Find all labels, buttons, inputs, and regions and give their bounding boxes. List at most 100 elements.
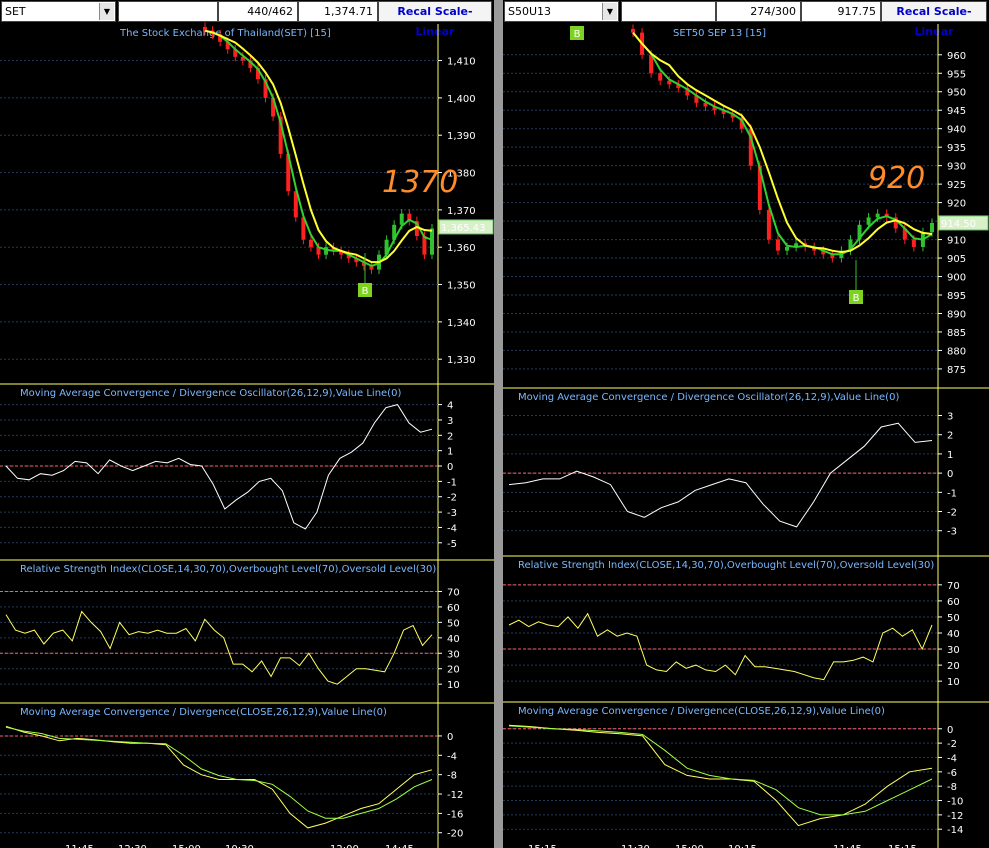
candle-body (361, 262, 366, 266)
candle-body (248, 60, 253, 68)
candle-body (712, 106, 717, 111)
candle-body (384, 239, 389, 255)
panel-title: Relative Strength Index(CLOSE,14,30,70),… (20, 564, 436, 575)
tick-label: 1,370 (447, 206, 476, 217)
right-plot-area: 9609559509459409359309259209159109059008… (503, 24, 989, 848)
tick-label: -12 (947, 811, 963, 822)
tick-label: 60 (447, 603, 460, 614)
tick-label: 875 (947, 365, 966, 376)
candle-body (255, 68, 260, 80)
tick-label: 50 (947, 613, 960, 624)
tick-label: 10 (447, 680, 460, 691)
tick-label: 50 (447, 618, 460, 629)
candle-body (893, 217, 898, 229)
top-b-marker (570, 26, 584, 40)
candle-body (830, 254, 835, 259)
panel-title: Moving Average Convergence / Divergence(… (20, 707, 387, 718)
candle-body (775, 239, 780, 251)
tick-label: 1,340 (447, 318, 476, 329)
tick-label: 930 (947, 162, 966, 173)
tick-label: 900 (947, 273, 966, 284)
candle-body (848, 239, 853, 251)
candle-body (225, 41, 230, 50)
tick-label: -1 (947, 488, 957, 499)
candle-body (293, 191, 298, 218)
chevron-down-icon[interactable]: ▼ (99, 3, 114, 20)
b-marker (358, 283, 372, 297)
price-readout: 917.75 (801, 1, 881, 22)
candle-body (866, 217, 871, 225)
chevron-down-icon[interactable]: ▼ (602, 3, 617, 20)
panel-title: The Stock Exchange of Thailand(SET) [15] (119, 28, 331, 39)
candle-body (812, 246, 817, 251)
tick-label: -10 (947, 797, 963, 808)
candle-body (658, 73, 663, 81)
ma-slow-line (204, 29, 433, 264)
tick-label: -12 (447, 790, 463, 801)
blank-cell (621, 1, 716, 22)
panel-title: SET50 SEP 13 [15] (673, 28, 766, 39)
price-annotation: 1370 (382, 165, 458, 200)
time-label: 15:00 (172, 844, 201, 848)
s50u13-chart: S50U13 ▼ 274/300 917.75 Recal Scale-Line… (503, 0, 989, 848)
tick-label: 20 (447, 665, 460, 676)
right-toolbar: S50U13 ▼ 274/300 917.75 Recal Scale-Line… (503, 0, 989, 38)
candle-body (414, 221, 419, 236)
range-readout: 440/462 (218, 1, 298, 22)
tick-label: 945 (947, 106, 966, 117)
series-line (5, 610, 433, 685)
tick-label: 1,360 (447, 243, 476, 254)
candle-body (766, 210, 771, 240)
symbol-select[interactable]: S50U13 ▼ (504, 1, 619, 22)
tick-label: 935 (947, 143, 966, 154)
series-line (5, 726, 433, 819)
tick-label: 4 (447, 401, 453, 412)
pane-divider[interactable] (494, 0, 503, 848)
tick-label: 960 (947, 51, 966, 62)
recal-scale-button[interactable]: Recal Scale-Linear (881, 1, 987, 38)
candle-body (875, 213, 880, 218)
left-toolbar: SET ▼ 440/462 1,374.71 Recal Scale-Linea… (0, 0, 494, 38)
series-line (5, 725, 433, 829)
candle-body (785, 246, 790, 251)
series-line (508, 422, 933, 528)
series-line (508, 612, 933, 681)
symbol-value: S50U13 (508, 5, 552, 18)
tick-label: -8 (947, 782, 957, 793)
b-marker-label: B (853, 293, 860, 304)
series-line (5, 404, 433, 530)
time-label: 11:45 (833, 844, 862, 848)
candle-body (369, 265, 374, 270)
price-readout: 1,374.71 (298, 1, 378, 22)
candle-body (694, 95, 699, 103)
candle-body (794, 243, 799, 247)
b-marker-label: B (362, 286, 369, 297)
candle-body (271, 97, 276, 117)
tick-label: 950 (947, 88, 966, 99)
recal-scale-button[interactable]: Recal Scale-Linear (378, 1, 492, 38)
time-label: 14:45 (385, 844, 414, 848)
tick-label: -6 (947, 768, 957, 779)
tick-label: 0 (947, 725, 953, 736)
candle-body (407, 213, 412, 222)
top-b-marker-label: B (574, 29, 581, 40)
candle-body (676, 84, 681, 89)
last-price-box (438, 219, 494, 235)
tick-label: -3 (947, 527, 957, 538)
tick-label: 20 (947, 661, 960, 672)
candle-body (422, 236, 427, 255)
candle-body (667, 80, 672, 85)
tick-label: -16 (447, 809, 463, 820)
tick-label: 1 (947, 450, 953, 461)
b-marker (849, 290, 863, 304)
candle-body (354, 258, 359, 263)
candle-body (218, 34, 223, 42)
panel-title: Moving Average Convergence / Divergence(… (518, 706, 885, 717)
symbol-select[interactable]: SET ▼ (1, 1, 116, 22)
tick-label: -5 (447, 539, 457, 550)
left-plot-area: 1,410 1,400 1,390 1,380 1,370 1,360 1,350 1,340… (0, 22, 494, 848)
tick-label: 1,400 (447, 94, 476, 105)
range-readout: 274/300 (716, 1, 801, 22)
symbol-value: SET (5, 5, 26, 18)
candle-body (346, 254, 351, 259)
